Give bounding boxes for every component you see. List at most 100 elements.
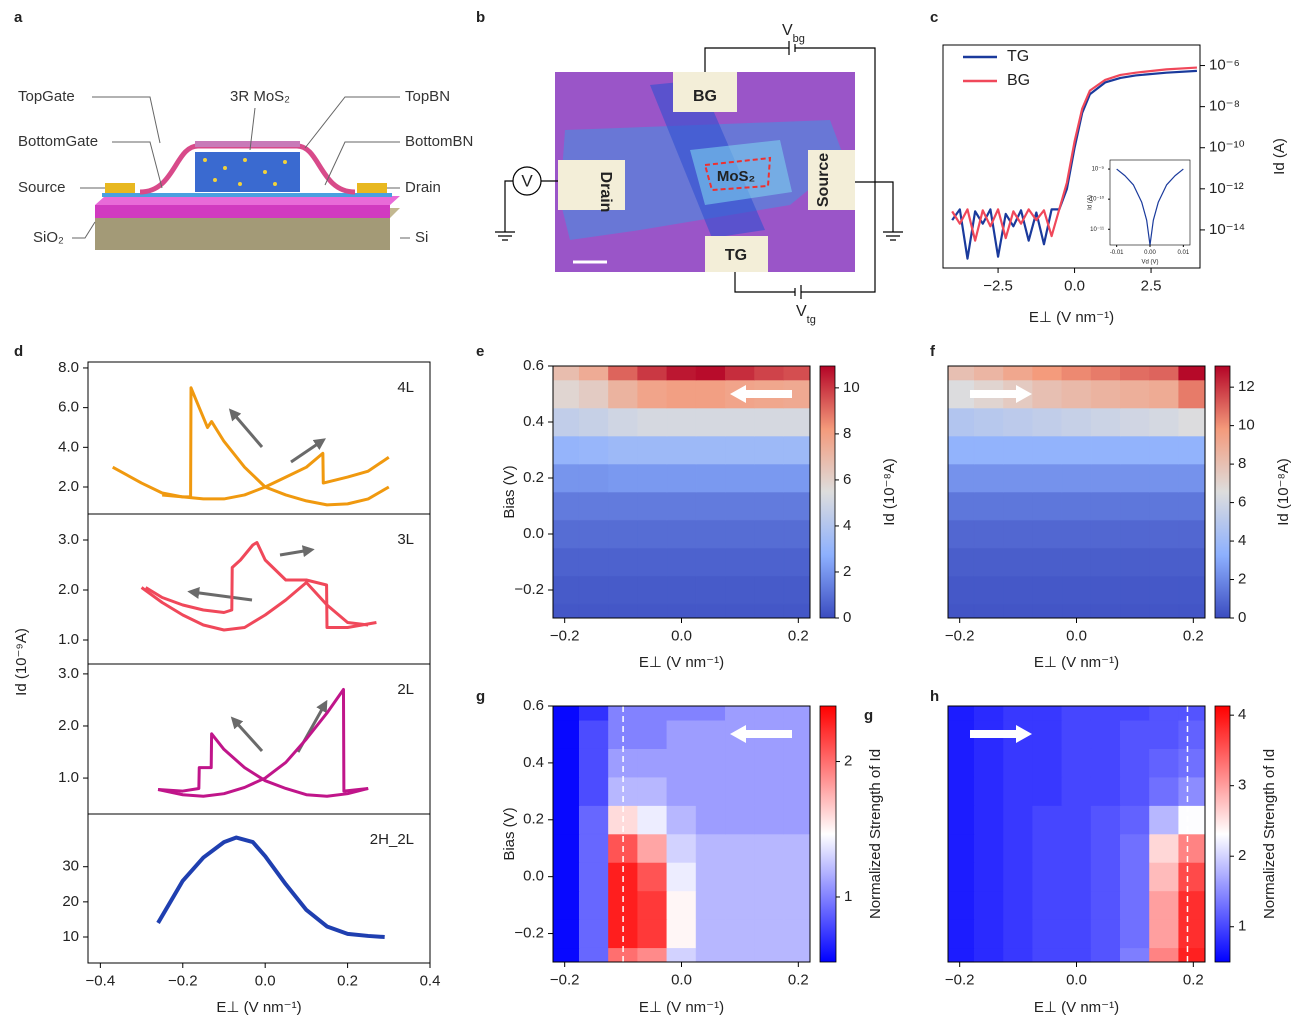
x-tick-label: −0.2: [550, 971, 580, 988]
heatmap-cell: [974, 749, 1003, 777]
heatmap-cell: [725, 492, 754, 520]
heatmap-cell: [1150, 834, 1179, 862]
colorbar-tick-label: 6: [1238, 494, 1246, 511]
heatmap-cell: [1091, 834, 1120, 862]
heatmap-cell: [755, 834, 784, 862]
meter-label: V: [521, 171, 533, 190]
series-annotation: 2H_2L: [370, 831, 414, 848]
heatmap-cell: [1091, 408, 1120, 436]
pad-label: BG: [693, 88, 717, 105]
heatmap-cell: [550, 749, 579, 777]
heatmap-cell: [579, 919, 608, 947]
x-axis-label: E⊥ (V nm⁻¹): [216, 999, 301, 1016]
heatmap-cell: [1062, 919, 1091, 947]
heatmap-cell: [696, 834, 725, 862]
y-tick-label: 10⁻⁶: [1209, 57, 1240, 74]
heatmap-cell: [638, 408, 667, 436]
y-tick-label: 10⁻¹⁰: [1209, 139, 1245, 156]
heatmap-cell: [1033, 891, 1062, 919]
panel-label: g: [476, 688, 485, 705]
heatmap-cell: [638, 520, 667, 548]
heatmap-cell: [784, 806, 813, 834]
heatmap-cell: [667, 862, 696, 890]
heatmap-cell: [667, 576, 696, 604]
heatmap-cell: [1003, 548, 1032, 576]
heatmap-cell: [667, 891, 696, 919]
heatmap-cell: [1062, 520, 1091, 548]
heatmap-cell: [1091, 806, 1120, 834]
heatmap-cell: [1033, 834, 1062, 862]
heatmap-cell: [667, 520, 696, 548]
heatmap-cell: [945, 408, 974, 436]
heatmap-cell: [945, 777, 974, 805]
heatmap-cell: [1120, 520, 1149, 548]
heatmap-cell: [579, 576, 608, 604]
heatmap-cell: [1179, 720, 1208, 748]
heatmap-cell: [725, 576, 754, 604]
heatmap-cell: [1179, 806, 1208, 834]
pad-label: TG: [725, 247, 747, 264]
heatmap-cell: [1062, 408, 1091, 436]
heatmap-cell: [579, 548, 608, 576]
x-tick-label: 0.0: [1066, 627, 1087, 644]
colorbar-tick-label: 4: [843, 517, 851, 534]
heatmap-cell: [1179, 380, 1208, 408]
heatmap-cell: [1033, 862, 1062, 890]
y-tick-label: 10⁻¹⁴: [1209, 221, 1245, 238]
x-tick-label: 0.0: [1064, 277, 1085, 294]
y-tick-label: 10: [62, 928, 79, 945]
colorbar-tick-label: 2: [1238, 847, 1246, 864]
x-axis-label: E⊥ (V nm⁻¹): [639, 654, 724, 671]
heatmap-cell: [1120, 919, 1149, 947]
heatmap-cell: [1062, 891, 1091, 919]
heatmap-cell: [667, 777, 696, 805]
heatmap-cell: [1033, 720, 1062, 748]
data-line: [158, 734, 368, 797]
heatmap-cell: [784, 777, 813, 805]
heatmap-cell: [945, 919, 974, 947]
heatmap-cell: [1150, 436, 1179, 464]
heatmap-cell: [1033, 408, 1062, 436]
heatmap-cell: [1179, 576, 1208, 604]
heatmap-cell: [608, 576, 637, 604]
heatmap-cell: [725, 464, 754, 492]
heatmap-cell: [696, 891, 725, 919]
series-annotation: 2L: [397, 681, 414, 698]
heatmap-cell: [1120, 492, 1149, 520]
x-tick-label: 0.2: [1183, 971, 1204, 988]
heatmap-cell: [696, 576, 725, 604]
data-line: [142, 583, 369, 631]
heatmap-cell: [638, 777, 667, 805]
heatmap-cell: [974, 777, 1003, 805]
heatmap-cell: [608, 520, 637, 548]
heatmap-cell: [638, 806, 667, 834]
x-tick-label: −0.2: [550, 627, 580, 644]
y-tick-label: 0.4: [523, 754, 544, 771]
heatmap-cell: [579, 492, 608, 520]
flake-label: MoS₂: [717, 168, 755, 185]
plot-frame: [88, 664, 430, 814]
colorbar-tick-label: 0: [1238, 609, 1246, 626]
heatmap-cell: [696, 520, 725, 548]
heatmap-cell: [1120, 408, 1149, 436]
heatmap-cell: [1120, 891, 1149, 919]
heatmap-cell: [1033, 492, 1062, 520]
heatmap-cell: [1003, 891, 1032, 919]
heatmap-cell: [974, 520, 1003, 548]
heatmap-cell: [550, 436, 579, 464]
heatmap-cell: [1120, 777, 1149, 805]
heatmap-cell: [784, 464, 813, 492]
heatmap-cell: [755, 520, 784, 548]
heatmap-cell: [1150, 520, 1179, 548]
heatmap-cell: [784, 492, 813, 520]
y-tick-label: 20: [62, 893, 79, 910]
heatmap-cell: [725, 548, 754, 576]
heatmap-cell: [608, 464, 637, 492]
y-tick-label: 0.6: [523, 357, 544, 374]
heatmap-cell: [1033, 520, 1062, 548]
colorbar-tick-label: 8: [1238, 455, 1246, 472]
heatmap-cell: [667, 464, 696, 492]
heatmap-cell: [945, 806, 974, 834]
heatmap-cell: [667, 720, 696, 748]
heatmap-cell: [608, 408, 637, 436]
